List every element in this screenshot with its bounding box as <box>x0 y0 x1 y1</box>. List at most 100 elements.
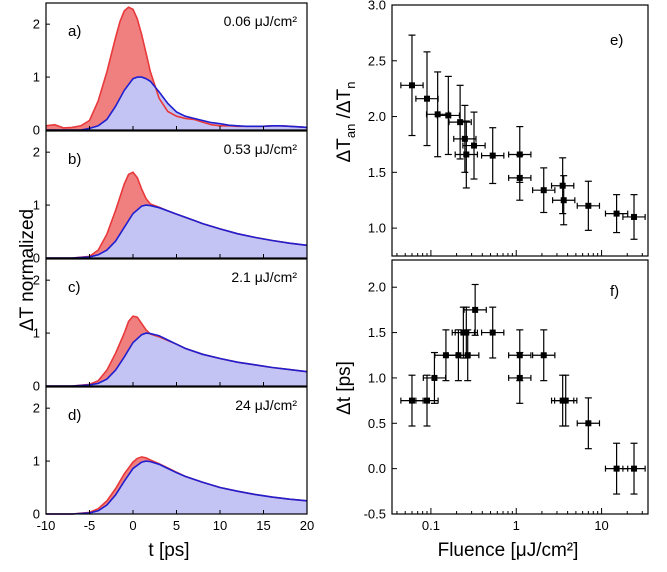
panel-b: 0 1 2 b) 0.53 μJ/cm² <box>33 130 308 266</box>
fluence-label: 24 μJ/cm² <box>235 397 297 413</box>
y-tick-label: 1 <box>33 70 40 85</box>
y-tick-label: 0.5 <box>368 416 386 431</box>
y-tick-label: 3.0 <box>368 0 386 13</box>
panel-a: 0 1 2 a) 0.06 μJ/cm² <box>33 2 308 138</box>
y-tick-label: 2.0 <box>368 280 386 295</box>
ratio-label-mid: /ΔT <box>334 88 355 123</box>
y-tick-label: 0 <box>33 507 40 522</box>
panel-tag: d) <box>68 407 81 424</box>
normal-line <box>46 204 308 259</box>
data-point <box>464 352 471 359</box>
y-tick-label: 1.0 <box>368 370 386 385</box>
data-point <box>585 420 592 427</box>
fluence-label: 2.1 μJ/cm² <box>231 269 297 285</box>
data-point <box>442 352 449 359</box>
data-point <box>613 210 620 217</box>
data-point <box>559 182 566 189</box>
data-point <box>560 197 567 204</box>
data-point <box>408 397 415 404</box>
panel-tag: e) <box>610 32 623 49</box>
y-tick-label: 1 <box>33 198 40 213</box>
y-tick-label: 1 <box>33 454 40 469</box>
ratio-y-axis-label: ΔTan /ΔTn <box>334 82 358 163</box>
normal-area <box>46 77 307 130</box>
data-point <box>445 112 452 119</box>
y-tick-label: 1.5 <box>368 165 386 180</box>
normal-area <box>46 461 307 514</box>
panel-frame <box>391 4 649 257</box>
data-point <box>540 187 547 194</box>
panel-frame <box>391 259 649 515</box>
y-tick-label: 2 <box>33 273 40 288</box>
normal-area <box>46 333 307 386</box>
y-tick-label: 2 <box>33 145 40 160</box>
panel-tag: c) <box>68 279 81 296</box>
data-point <box>562 397 569 404</box>
panel-f: -0.5 0.0 0.5 1.0 1.5 2.0 0.1 1 10 f) <box>364 259 649 533</box>
data-point <box>516 174 523 181</box>
data-point <box>461 135 468 142</box>
ratio-label-sub-an: an <box>343 124 358 138</box>
x-tick-label: 0 <box>129 518 136 533</box>
panel-e: 1.0 1.5 2.0 2.5 3.0 e) <box>368 0 649 257</box>
y-tick-label: 0.0 <box>368 461 386 476</box>
panel-c: 0 1 2 c) 2.1 μJ/cm² <box>33 258 308 394</box>
panel-tag: f) <box>610 283 619 300</box>
normal-line <box>46 332 308 387</box>
y-tick-label: 0 <box>33 251 40 266</box>
x-tick-label: 20 <box>300 518 314 533</box>
x-tick-label: 1 <box>513 518 520 533</box>
normal-area <box>46 205 307 258</box>
y-tick-label: -0.5 <box>364 507 386 522</box>
time-x-axis: -10 -5 0 5 10 15 20 <box>37 518 315 533</box>
panel-d: 0 1 2 d) 24 μJ/cm² <box>33 386 308 522</box>
x-tick-label: 15 <box>256 518 270 533</box>
y-tick-label: 1.5 <box>368 325 386 340</box>
y-tick-label: 0 <box>33 123 40 138</box>
data-point <box>472 306 479 313</box>
data-point <box>463 151 470 158</box>
data-point <box>516 374 523 381</box>
time-axis-label: t [ps] <box>148 540 189 561</box>
x-tick-label: 10 <box>594 518 608 533</box>
data-point <box>489 152 496 159</box>
fluence-axis-label: Fluence [μJ/cm²] <box>438 540 579 561</box>
normal-line <box>46 460 308 515</box>
data-point <box>585 202 592 209</box>
panel-tag: a) <box>68 23 81 40</box>
panel-tag: b) <box>68 151 81 168</box>
data-point <box>516 151 523 158</box>
y-tick-label: 2 <box>33 17 40 32</box>
data-point <box>408 82 415 89</box>
x-tick-label: 0.1 <box>422 518 440 533</box>
anisotropic-area <box>46 7 307 131</box>
data-point <box>631 213 638 220</box>
y-tick-label: 1.0 <box>368 221 386 236</box>
ratio-label-sub-n: n <box>343 82 358 89</box>
data-point <box>457 119 464 126</box>
y-tick-label: 2.5 <box>368 53 386 68</box>
normalized-y-axis-label: ΔT normalized <box>17 209 38 331</box>
x-tick-label: 5 <box>173 518 180 533</box>
y-tick-label: 1 <box>33 326 40 341</box>
data-point <box>471 142 478 149</box>
data-point <box>424 397 431 404</box>
data-point <box>431 374 438 381</box>
ratio-label-main: ΔT <box>334 138 355 163</box>
fluence-label: 0.53 μJ/cm² <box>224 141 298 157</box>
normal-line <box>46 76 308 131</box>
y-tick-label: 0 <box>33 379 40 394</box>
data-point <box>631 465 638 472</box>
y-tick-label: 2.0 <box>368 109 386 124</box>
data-point <box>463 329 470 336</box>
fluence-label: 0.06 μJ/cm² <box>224 13 298 29</box>
delay-y-axis-label: Δt [ps] <box>334 361 355 415</box>
x-tick-label: -10 <box>37 518 56 533</box>
x-tick-label: -5 <box>84 518 96 533</box>
x-tick-label: 10 <box>213 518 227 533</box>
y-tick-label: 2 <box>33 401 40 416</box>
data-point <box>424 95 431 102</box>
data-point <box>540 352 547 359</box>
data-point <box>613 465 620 472</box>
